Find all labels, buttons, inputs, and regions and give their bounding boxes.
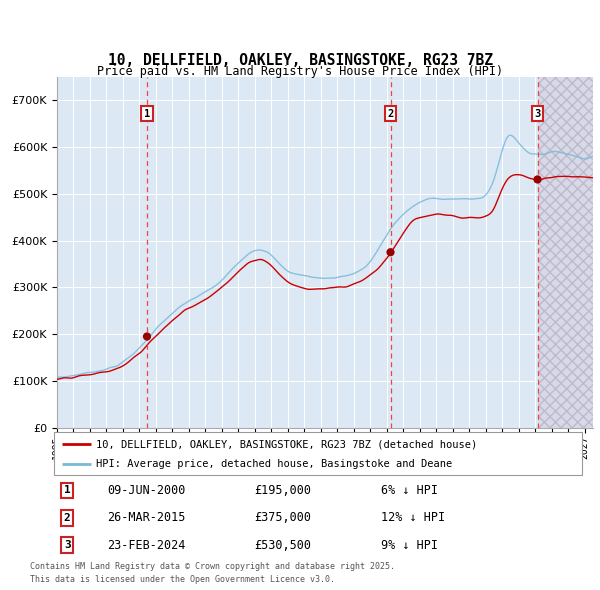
Text: 3: 3 bbox=[535, 109, 541, 119]
Point bbox=[142, 332, 152, 341]
Point bbox=[386, 248, 395, 257]
Text: 1: 1 bbox=[64, 486, 71, 496]
Text: 9% ↓ HPI: 9% ↓ HPI bbox=[382, 539, 439, 552]
Text: Contains HM Land Registry data © Crown copyright and database right 2025.: Contains HM Land Registry data © Crown c… bbox=[30, 562, 395, 571]
Text: 10, DELLFIELD, OAKLEY, BASINGSTOKE, RG23 7BZ: 10, DELLFIELD, OAKLEY, BASINGSTOKE, RG23… bbox=[107, 53, 493, 68]
Text: 1: 1 bbox=[144, 109, 150, 119]
Text: 09-JUN-2000: 09-JUN-2000 bbox=[107, 484, 185, 497]
Text: 2: 2 bbox=[64, 513, 71, 523]
Text: 12% ↓ HPI: 12% ↓ HPI bbox=[382, 511, 445, 525]
Text: 23-FEB-2024: 23-FEB-2024 bbox=[107, 539, 185, 552]
Text: HPI: Average price, detached house, Basingstoke and Deane: HPI: Average price, detached house, Basi… bbox=[96, 460, 452, 469]
Text: Price paid vs. HM Land Registry's House Price Index (HPI): Price paid vs. HM Land Registry's House … bbox=[97, 65, 503, 78]
Text: 2: 2 bbox=[388, 109, 394, 119]
Point bbox=[533, 175, 542, 184]
Text: 10, DELLFIELD, OAKLEY, BASINGSTOKE, RG23 7BZ (detached house): 10, DELLFIELD, OAKLEY, BASINGSTOKE, RG23… bbox=[96, 440, 478, 450]
Text: 6% ↓ HPI: 6% ↓ HPI bbox=[382, 484, 439, 497]
Text: £195,000: £195,000 bbox=[254, 484, 311, 497]
Text: This data is licensed under the Open Government Licence v3.0.: This data is licensed under the Open Gov… bbox=[30, 575, 335, 584]
Text: £530,500: £530,500 bbox=[254, 539, 311, 552]
Text: 3: 3 bbox=[64, 540, 71, 550]
Text: £375,000: £375,000 bbox=[254, 511, 311, 525]
Text: 26-MAR-2015: 26-MAR-2015 bbox=[107, 511, 185, 525]
Bar bbox=[538, 77, 593, 428]
FancyBboxPatch shape bbox=[54, 432, 582, 475]
